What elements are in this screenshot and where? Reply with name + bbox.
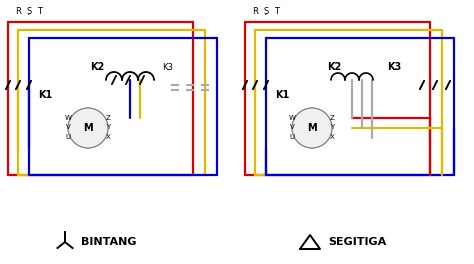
- Text: K3: K3: [162, 63, 173, 72]
- Text: R: R: [15, 7, 21, 16]
- Circle shape: [292, 108, 332, 148]
- Text: M: M: [83, 123, 93, 133]
- Text: W: W: [64, 115, 72, 121]
- Text: R: R: [252, 7, 258, 16]
- Circle shape: [68, 108, 108, 148]
- Text: K3: K3: [387, 62, 401, 72]
- Text: S: S: [27, 7, 32, 16]
- Text: T: T: [274, 7, 280, 16]
- Text: M: M: [307, 123, 317, 133]
- Text: K1: K1: [275, 90, 289, 100]
- Text: K2: K2: [90, 62, 104, 72]
- Text: .: .: [27, 7, 31, 17]
- Text: X: X: [106, 134, 110, 140]
- Text: S: S: [264, 7, 269, 16]
- Text: Z: Z: [106, 115, 110, 121]
- Text: W: W: [289, 115, 295, 121]
- Text: X: X: [329, 134, 334, 140]
- Text: Y: Y: [330, 124, 334, 130]
- Text: K2: K2: [327, 62, 341, 72]
- Text: V: V: [290, 124, 294, 130]
- Text: SEGITIGA: SEGITIGA: [328, 237, 386, 247]
- Text: T: T: [37, 7, 43, 16]
- Text: BINTANG: BINTANG: [81, 237, 137, 247]
- Text: V: V: [65, 124, 70, 130]
- Text: .: .: [264, 7, 268, 17]
- Text: U: U: [65, 134, 71, 140]
- Text: Y: Y: [106, 124, 110, 130]
- Text: Z: Z: [329, 115, 335, 121]
- Text: U: U: [290, 134, 294, 140]
- Text: K1: K1: [38, 90, 52, 100]
